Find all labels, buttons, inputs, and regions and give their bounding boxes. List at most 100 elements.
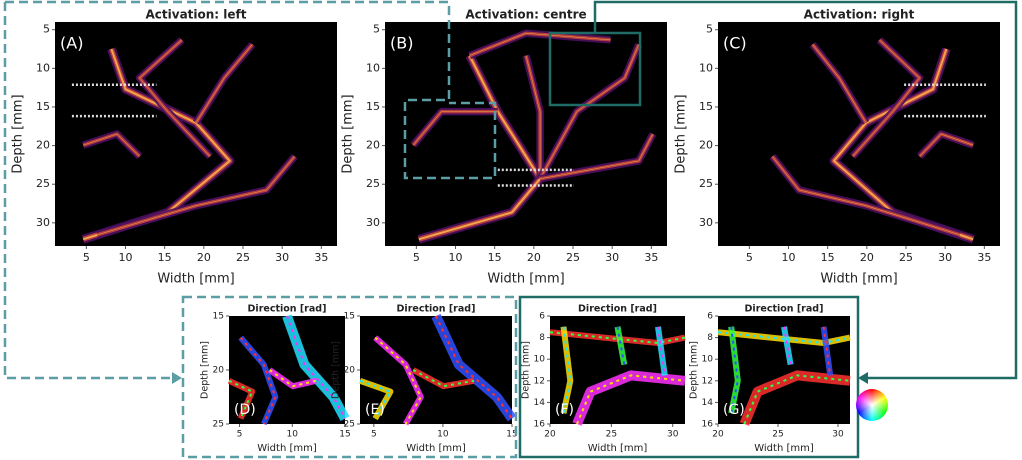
x-tick-label: 5	[413, 251, 420, 264]
x-axis-label: Width [mm]	[820, 272, 897, 287]
flow-direction	[822, 326, 832, 376]
vessel	[540, 133, 654, 180]
y-tick-label: 30	[36, 216, 50, 229]
solid-callout	[518, 0, 1018, 459]
vessel	[83, 133, 140, 157]
panel: 5 10 15 15 20 25 Direction [rad] Width [mm] Dept…	[200, 304, 351, 455]
vessel	[469, 32, 611, 56]
x-tick-label: 30	[275, 251, 289, 264]
flow-direction	[743, 374, 851, 425]
y-tick-label: 25	[213, 420, 224, 430]
x-tick-label: 5	[237, 430, 243, 440]
panel-letter: (B)	[390, 34, 413, 53]
image-area	[55, 22, 337, 246]
x-tick-label: 20	[197, 251, 211, 264]
y-tick-label: 25	[366, 177, 380, 190]
x-tick-label: 25	[606, 430, 617, 440]
x-tick-label: 15	[488, 251, 502, 264]
x-axis-label: Width [mm]	[257, 443, 317, 454]
vessel	[919, 133, 974, 157]
vessel	[772, 156, 960, 236]
flow-direction	[239, 336, 277, 425]
y-axis-label: Depth [mm]	[674, 94, 689, 173]
panel: 5 10 15 20 25 30 35 5 10 15 20 25 30 Activation: left…	[11, 8, 337, 287]
y-tick-label: 5	[373, 23, 380, 36]
y-tick-label: 10	[702, 355, 714, 365]
y-tick-label: 6	[707, 312, 713, 322]
y-tick-label: 5	[43, 23, 50, 36]
y-tick-label: 5	[706, 23, 713, 36]
panel: 20 25 30 6 8 10 12 14 16 Direction [rad] Width [mm…	[521, 304, 686, 454]
panel-letter: (G)	[723, 402, 745, 418]
flow-direction	[614, 326, 628, 366]
x-tick-label: 25	[236, 251, 250, 264]
x-tick-label: 25	[899, 251, 913, 264]
y-tick-label: 10	[36, 61, 50, 74]
x-tick-label: 5	[371, 430, 377, 440]
x-tick-label: 10	[782, 251, 796, 264]
y-tick-label: 20	[699, 139, 713, 152]
x-tick-label: 20	[712, 430, 724, 440]
y-tick-label: 15	[699, 100, 713, 113]
x-tick-label: 35	[644, 251, 658, 264]
x-tick-label: 5	[746, 251, 753, 264]
flow-direction	[781, 326, 794, 366]
x-tick-label: 10	[437, 430, 449, 440]
panel-title: Activation: left	[146, 8, 247, 22]
y-tick-label: 10	[534, 355, 546, 365]
panel-title: Activation: right	[804, 8, 915, 22]
y-tick-label: 20	[36, 139, 50, 152]
x-tick-label: 20	[527, 251, 541, 264]
vessel	[525, 55, 541, 179]
x-tick-label: 15	[506, 430, 517, 440]
y-tick-label: 25	[36, 177, 50, 190]
x-tick-label: 20	[860, 251, 874, 264]
x-tick-label: 30	[938, 251, 952, 264]
panel-title: Direction [rad]	[578, 304, 657, 315]
flow-direction	[717, 331, 851, 345]
y-tick-label: 8	[539, 333, 545, 343]
x-axis-label: Width [mm]	[487, 272, 564, 287]
x-axis-label: Width [mm]	[157, 272, 234, 287]
panel: 20 25 30 6 8 10 12 14 16 Direction [rad] Width [mm…	[689, 304, 851, 454]
y-axis-label: Depth [mm]	[521, 341, 532, 399]
x-tick-label: 35	[314, 251, 328, 264]
panel: 5 10 15 15 20 25 Direction [rad] Width [mm] Dept…	[331, 304, 518, 455]
flow-direction	[228, 379, 254, 419]
panel-title: Direction [rad]	[248, 304, 327, 315]
x-tick-label: 30	[667, 430, 679, 440]
dashed-callout	[3, 0, 518, 459]
vessel	[195, 44, 253, 123]
y-tick-label: 15	[213, 312, 224, 322]
x-tick-label: 15	[821, 251, 835, 264]
vessel	[852, 39, 920, 157]
y-tick-label: 10	[366, 61, 380, 74]
y-tick-label: 14	[702, 398, 714, 408]
flow-direction	[286, 315, 346, 420]
x-tick-label: 10	[119, 251, 133, 264]
y-tick-label: 30	[699, 216, 713, 229]
y-tick-label: 14	[534, 398, 546, 408]
y-tick-label: 8	[707, 333, 713, 343]
panel-letter: (A)	[60, 34, 83, 53]
x-axis-label: Width [mm]	[754, 443, 814, 454]
y-tick-label: 15	[36, 100, 50, 113]
y-tick-label: 25	[344, 420, 355, 430]
flow-direction	[269, 369, 317, 388]
color-wheel	[856, 389, 888, 421]
y-tick-label: 6	[539, 312, 545, 322]
panel-letter: (C)	[723, 34, 747, 53]
flow-direction	[358, 377, 394, 421]
x-tick-label: 15	[158, 251, 172, 264]
y-axis-label: Depth [mm]	[11, 94, 26, 173]
y-tick-label: 30	[366, 216, 380, 229]
x-axis-label: Width [mm]	[406, 443, 466, 454]
x-tick-label: 25	[566, 251, 580, 264]
y-tick-label: 15	[366, 100, 380, 113]
vessel	[97, 156, 295, 236]
y-axis-label: Depth [mm]	[331, 341, 342, 399]
panel-title: Activation: centre	[465, 8, 586, 22]
y-axis-label: Depth [mm]	[200, 341, 211, 399]
